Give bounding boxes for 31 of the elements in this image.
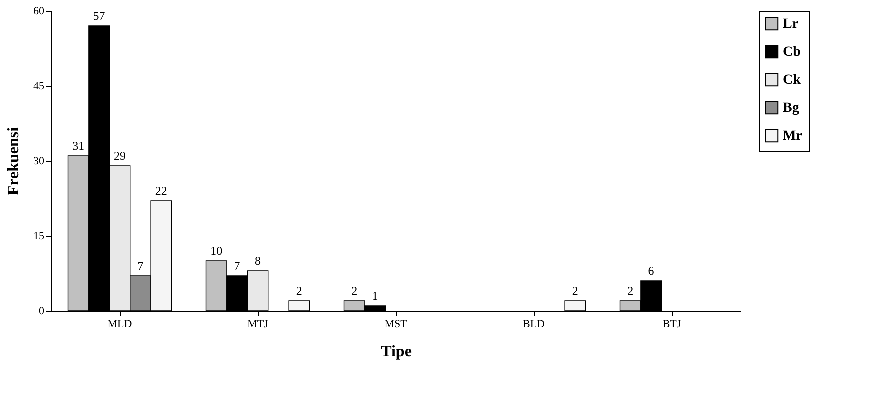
y-tick-label: 0 xyxy=(39,306,45,318)
x-tick-label: BLD xyxy=(523,318,546,330)
data-label: 29 xyxy=(114,149,126,163)
data-label: 1 xyxy=(372,289,378,303)
y-axis-title: Frekuensi xyxy=(6,126,22,196)
legend-label: Bg xyxy=(783,101,800,116)
data-label: 10 xyxy=(210,244,223,258)
data-label: 7 xyxy=(234,259,240,273)
data-label: 2 xyxy=(352,284,358,298)
legend-label: Ck xyxy=(783,73,802,88)
data-label: 31 xyxy=(72,139,85,153)
data-label: 2 xyxy=(572,284,578,298)
data-label: 57 xyxy=(93,9,106,23)
y-tick-label: 15 xyxy=(34,230,45,242)
legend-label: Lr xyxy=(783,17,799,32)
data-label: 6 xyxy=(648,264,654,278)
data-label: 22 xyxy=(155,184,168,198)
y-tick-label: 45 xyxy=(34,80,45,92)
data-label: 2 xyxy=(296,284,302,298)
x-tick-label: MTJ xyxy=(248,318,270,330)
legend-label: Cb xyxy=(783,45,802,60)
y-tick-label: 60 xyxy=(34,6,45,18)
data-label: 7 xyxy=(138,259,144,273)
x-axis-title: Tipe xyxy=(381,344,412,360)
y-tick-label: 30 xyxy=(34,156,45,168)
data-label: 8 xyxy=(255,254,261,268)
x-tick-label: MLD xyxy=(108,318,132,330)
x-tick-label: MST xyxy=(384,318,408,330)
x-tick-label: BTJ xyxy=(662,318,682,330)
data-label: 2 xyxy=(628,284,634,298)
legend-label: Mr xyxy=(783,129,802,144)
